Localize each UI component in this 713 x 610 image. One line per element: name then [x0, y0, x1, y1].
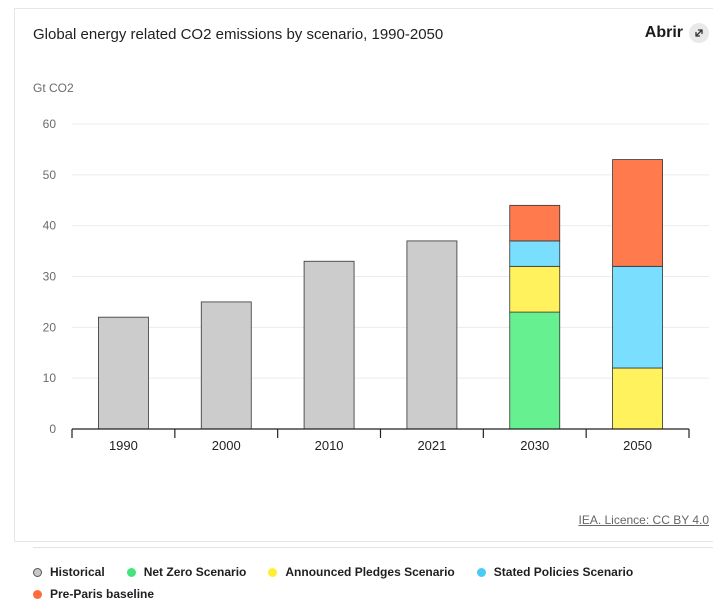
legend-item-stated-policies[interactable]: Stated Policies Scenario — [476, 564, 634, 580]
x-tick-label: 2021 — [417, 438, 446, 453]
bar-segment[interactable] — [612, 159, 663, 267]
legend-dot-historical — [33, 567, 42, 577]
bar-segment[interactable] — [200, 301, 252, 430]
bar-segment[interactable] — [303, 260, 355, 430]
bar-segment[interactable] — [98, 316, 149, 430]
chart-card — [14, 8, 713, 542]
bar-segment[interactable] — [509, 204, 561, 242]
bar-segment[interactable] — [509, 311, 561, 430]
open-chart-button[interactable]: Abrir — [645, 23, 709, 43]
legend-label: Stated Policies Scenario — [493, 565, 634, 579]
y-tick-label: 40 — [43, 219, 57, 233]
legend-label: Pre-Paris baseline — [50, 587, 155, 601]
y-tick-label: 50 — [43, 168, 57, 182]
y-tick-label: 10 — [43, 371, 57, 385]
y-axis-label: Gt CO2 — [33, 81, 74, 95]
expand-arrow-icon[interactable] — [689, 23, 709, 43]
legend-item-pre-paris[interactable]: Pre-Paris baseline — [33, 586, 154, 602]
x-tick-label: 2030 — [520, 438, 549, 453]
y-tick-label: 0 — [49, 422, 56, 436]
y-tick-label: 30 — [43, 270, 57, 284]
y-tick-label: 60 — [43, 117, 57, 131]
legend-dot-announced-pledges — [268, 567, 278, 577]
licence-link[interactable]: IEA. Licence: CC BY 4.0 — [578, 513, 709, 527]
bar-segment[interactable] — [612, 265, 663, 369]
legend-dot-pre-paris — [33, 589, 42, 599]
chart-title: Global energy related CO2 emissions by s… — [33, 26, 444, 43]
legend-item-net-zero[interactable]: Net Zero Scenario — [126, 564, 247, 580]
legend-label: Announced Pledges Scenario — [285, 565, 455, 579]
y-tick-label: 20 — [43, 320, 57, 334]
legend: Historical Net Zero Scenario Announced P… — [33, 564, 703, 602]
x-tick-label: 2000 — [212, 438, 241, 453]
legend-dot-net-zero — [126, 567, 136, 577]
x-tick-label: 1990 — [109, 438, 138, 453]
legend-dot-stated-policies — [476, 567, 486, 577]
legend-label: Historical — [50, 565, 105, 579]
open-chart-label: Abrir — [644, 24, 683, 41]
x-tick-label: 2050 — [623, 438, 652, 453]
legend-label: Net Zero Scenario — [143, 565, 247, 579]
x-tick-label: 2010 — [315, 438, 344, 453]
bar-segment[interactable] — [509, 265, 561, 313]
legend-item-announced-pledges[interactable]: Announced Pledges Scenario — [268, 564, 455, 580]
legend-divider — [33, 547, 713, 548]
bar-segment[interactable] — [612, 367, 663, 430]
bar-segment[interactable] — [406, 240, 458, 430]
chart-header: Global energy related CO2 emissions by s… — [33, 23, 709, 50]
bar-segment[interactable] — [509, 240, 561, 267]
legend-item-historical[interactable]: Historical — [33, 564, 105, 580]
